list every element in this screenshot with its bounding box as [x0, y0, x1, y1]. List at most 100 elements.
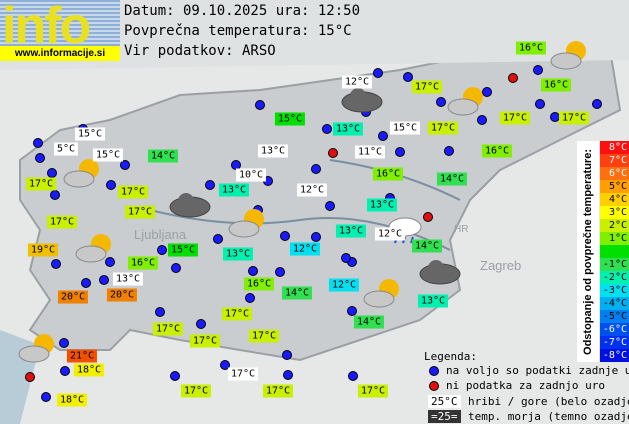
station-dot-available[interactable]	[41, 392, 51, 402]
cloud-icon	[418, 258, 462, 290]
station-dot-available[interactable]	[311, 164, 321, 174]
station-temp-label: 13°C	[218, 183, 250, 197]
station-dot-available[interactable]	[373, 68, 383, 78]
scale-title: Odstopanje od povprečne temperature:	[582, 148, 594, 355]
legend-sea: temp. morja (temno ozadje)	[468, 410, 629, 423]
station-dot-available[interactable]	[248, 266, 258, 276]
station-dot-available[interactable]	[282, 350, 292, 360]
station-dot-available[interactable]	[60, 366, 70, 376]
station-temp-label: 17°C	[227, 367, 259, 381]
station-temp-label: 15°C	[74, 127, 106, 141]
station-dot-available[interactable]	[325, 201, 335, 211]
station-dot-available[interactable]	[444, 146, 454, 156]
station-temp-label: 13°C	[112, 272, 144, 286]
station-temp-label: 17°C	[411, 80, 443, 94]
scale-step	[600, 245, 629, 258]
station-dot-available[interactable]	[535, 99, 545, 109]
station-temp-label: 12°C	[289, 242, 321, 256]
scale-step: 6°C	[600, 167, 629, 180]
station-dot-available[interactable]	[99, 275, 109, 285]
station-dot-available[interactable]	[47, 168, 57, 178]
station-dot-available[interactable]	[245, 293, 255, 303]
station-dot-available[interactable]	[81, 278, 91, 288]
logo[interactable]: info www.informacije.si	[0, 0, 120, 61]
station-temp-label: 14°C	[353, 315, 385, 329]
station-dot-missing[interactable]	[423, 212, 433, 222]
cloud-sun-icon	[226, 207, 270, 243]
station-temp-label: 17°C	[221, 307, 253, 321]
station-dot-available[interactable]	[33, 138, 43, 148]
station-temp-label: 13°C	[332, 122, 364, 136]
station-temp-label: 17°C	[152, 322, 184, 336]
station-dot-available[interactable]	[106, 180, 116, 190]
station-temp-label: 17°C	[427, 121, 459, 135]
station-dot-available[interactable]	[120, 160, 130, 170]
station-dot-available[interactable]	[341, 253, 351, 263]
station-temp-label: 17°C	[499, 111, 531, 125]
station-dot-available[interactable]	[213, 234, 223, 244]
station-temp-label: 10°C	[235, 168, 267, 182]
station-temp-label: 12°C	[328, 278, 360, 292]
station-dot-available[interactable]	[322, 124, 332, 134]
station-dot-available[interactable]	[275, 267, 285, 277]
station-dot-available[interactable]	[196, 319, 206, 329]
station-dot-missing[interactable]	[25, 372, 35, 382]
station-temp-label: 17°C	[262, 384, 294, 398]
scale-step: 3°C	[600, 206, 629, 219]
logo-url[interactable]: www.informacije.si	[0, 46, 120, 61]
station-temp-label: 17°C	[357, 384, 389, 398]
station-temp-label: 17°C	[180, 384, 212, 398]
scale-step: -5°C	[600, 310, 629, 323]
station-dot-available[interactable]	[59, 338, 69, 348]
cloud-sun-icon	[548, 39, 592, 75]
station-dot-available[interactable]	[155, 307, 165, 317]
station-dot-available[interactable]	[395, 147, 405, 157]
station-dot-available[interactable]	[50, 190, 60, 200]
source-line: Vir podatkov: ARSO	[124, 43, 276, 59]
station-dot-available[interactable]	[157, 245, 167, 255]
station-dot-available[interactable]	[311, 232, 321, 242]
border-label: HR	[454, 224, 468, 235]
cloud-icon	[340, 86, 384, 118]
station-dot-available[interactable]	[482, 87, 492, 97]
station-dot-available[interactable]	[283, 370, 293, 380]
station-temp-label: 11°C	[354, 145, 386, 159]
station-dot-available[interactable]	[255, 100, 265, 110]
station-dot-available[interactable]	[403, 72, 413, 82]
station-dot-available[interactable]	[347, 306, 357, 316]
station-dot-available[interactable]	[205, 180, 215, 190]
station-dot-available[interactable]	[348, 371, 358, 381]
station-temp-label: 13°C	[417, 294, 449, 308]
station-dot-available[interactable]	[436, 97, 446, 107]
station-dot-available[interactable]	[533, 65, 543, 75]
station-temp-label: 17°C	[46, 215, 78, 229]
station-dot-available[interactable]	[280, 231, 290, 241]
station-temp-label: 14°C	[411, 239, 443, 253]
blue-dot-icon	[429, 366, 439, 376]
station-dot-available[interactable]	[35, 153, 45, 163]
station-dot-available[interactable]	[220, 360, 230, 370]
station-dot-available[interactable]	[51, 259, 61, 269]
station-dot-available[interactable]	[378, 131, 388, 141]
city-label: Ljubljana	[134, 227, 187, 242]
station-dot-available[interactable]	[592, 99, 602, 109]
station-dot-available[interactable]	[105, 257, 115, 267]
station-temp-label: 13°C	[335, 224, 367, 238]
avg-temp-line: Povprečna temperatura: 15°C	[124, 23, 352, 39]
station-dot-available[interactable]	[171, 263, 181, 273]
station-temp-label: 15°C	[167, 243, 199, 257]
station-temp-label: 20°C	[106, 288, 138, 302]
station-dot-missing[interactable]	[508, 73, 518, 83]
scale-step: 2°C	[600, 219, 629, 232]
scale-title-box: Odstopanje od povprečne temperature:	[577, 141, 599, 362]
station-temp-label: 12°C	[296, 183, 328, 197]
station-temp-label: 12°C	[374, 227, 406, 241]
station-temp-label: 16°C	[372, 167, 404, 181]
station-temp-label: 16°C	[481, 144, 513, 158]
station-dot-available[interactable]	[477, 115, 487, 125]
station-dot-available[interactable]	[170, 371, 180, 381]
station-dot-missing[interactable]	[328, 148, 338, 158]
cloud-sun-icon	[73, 232, 117, 268]
station-temp-label: 18°C	[56, 393, 88, 407]
station-temp-label: 15°C	[274, 112, 306, 126]
